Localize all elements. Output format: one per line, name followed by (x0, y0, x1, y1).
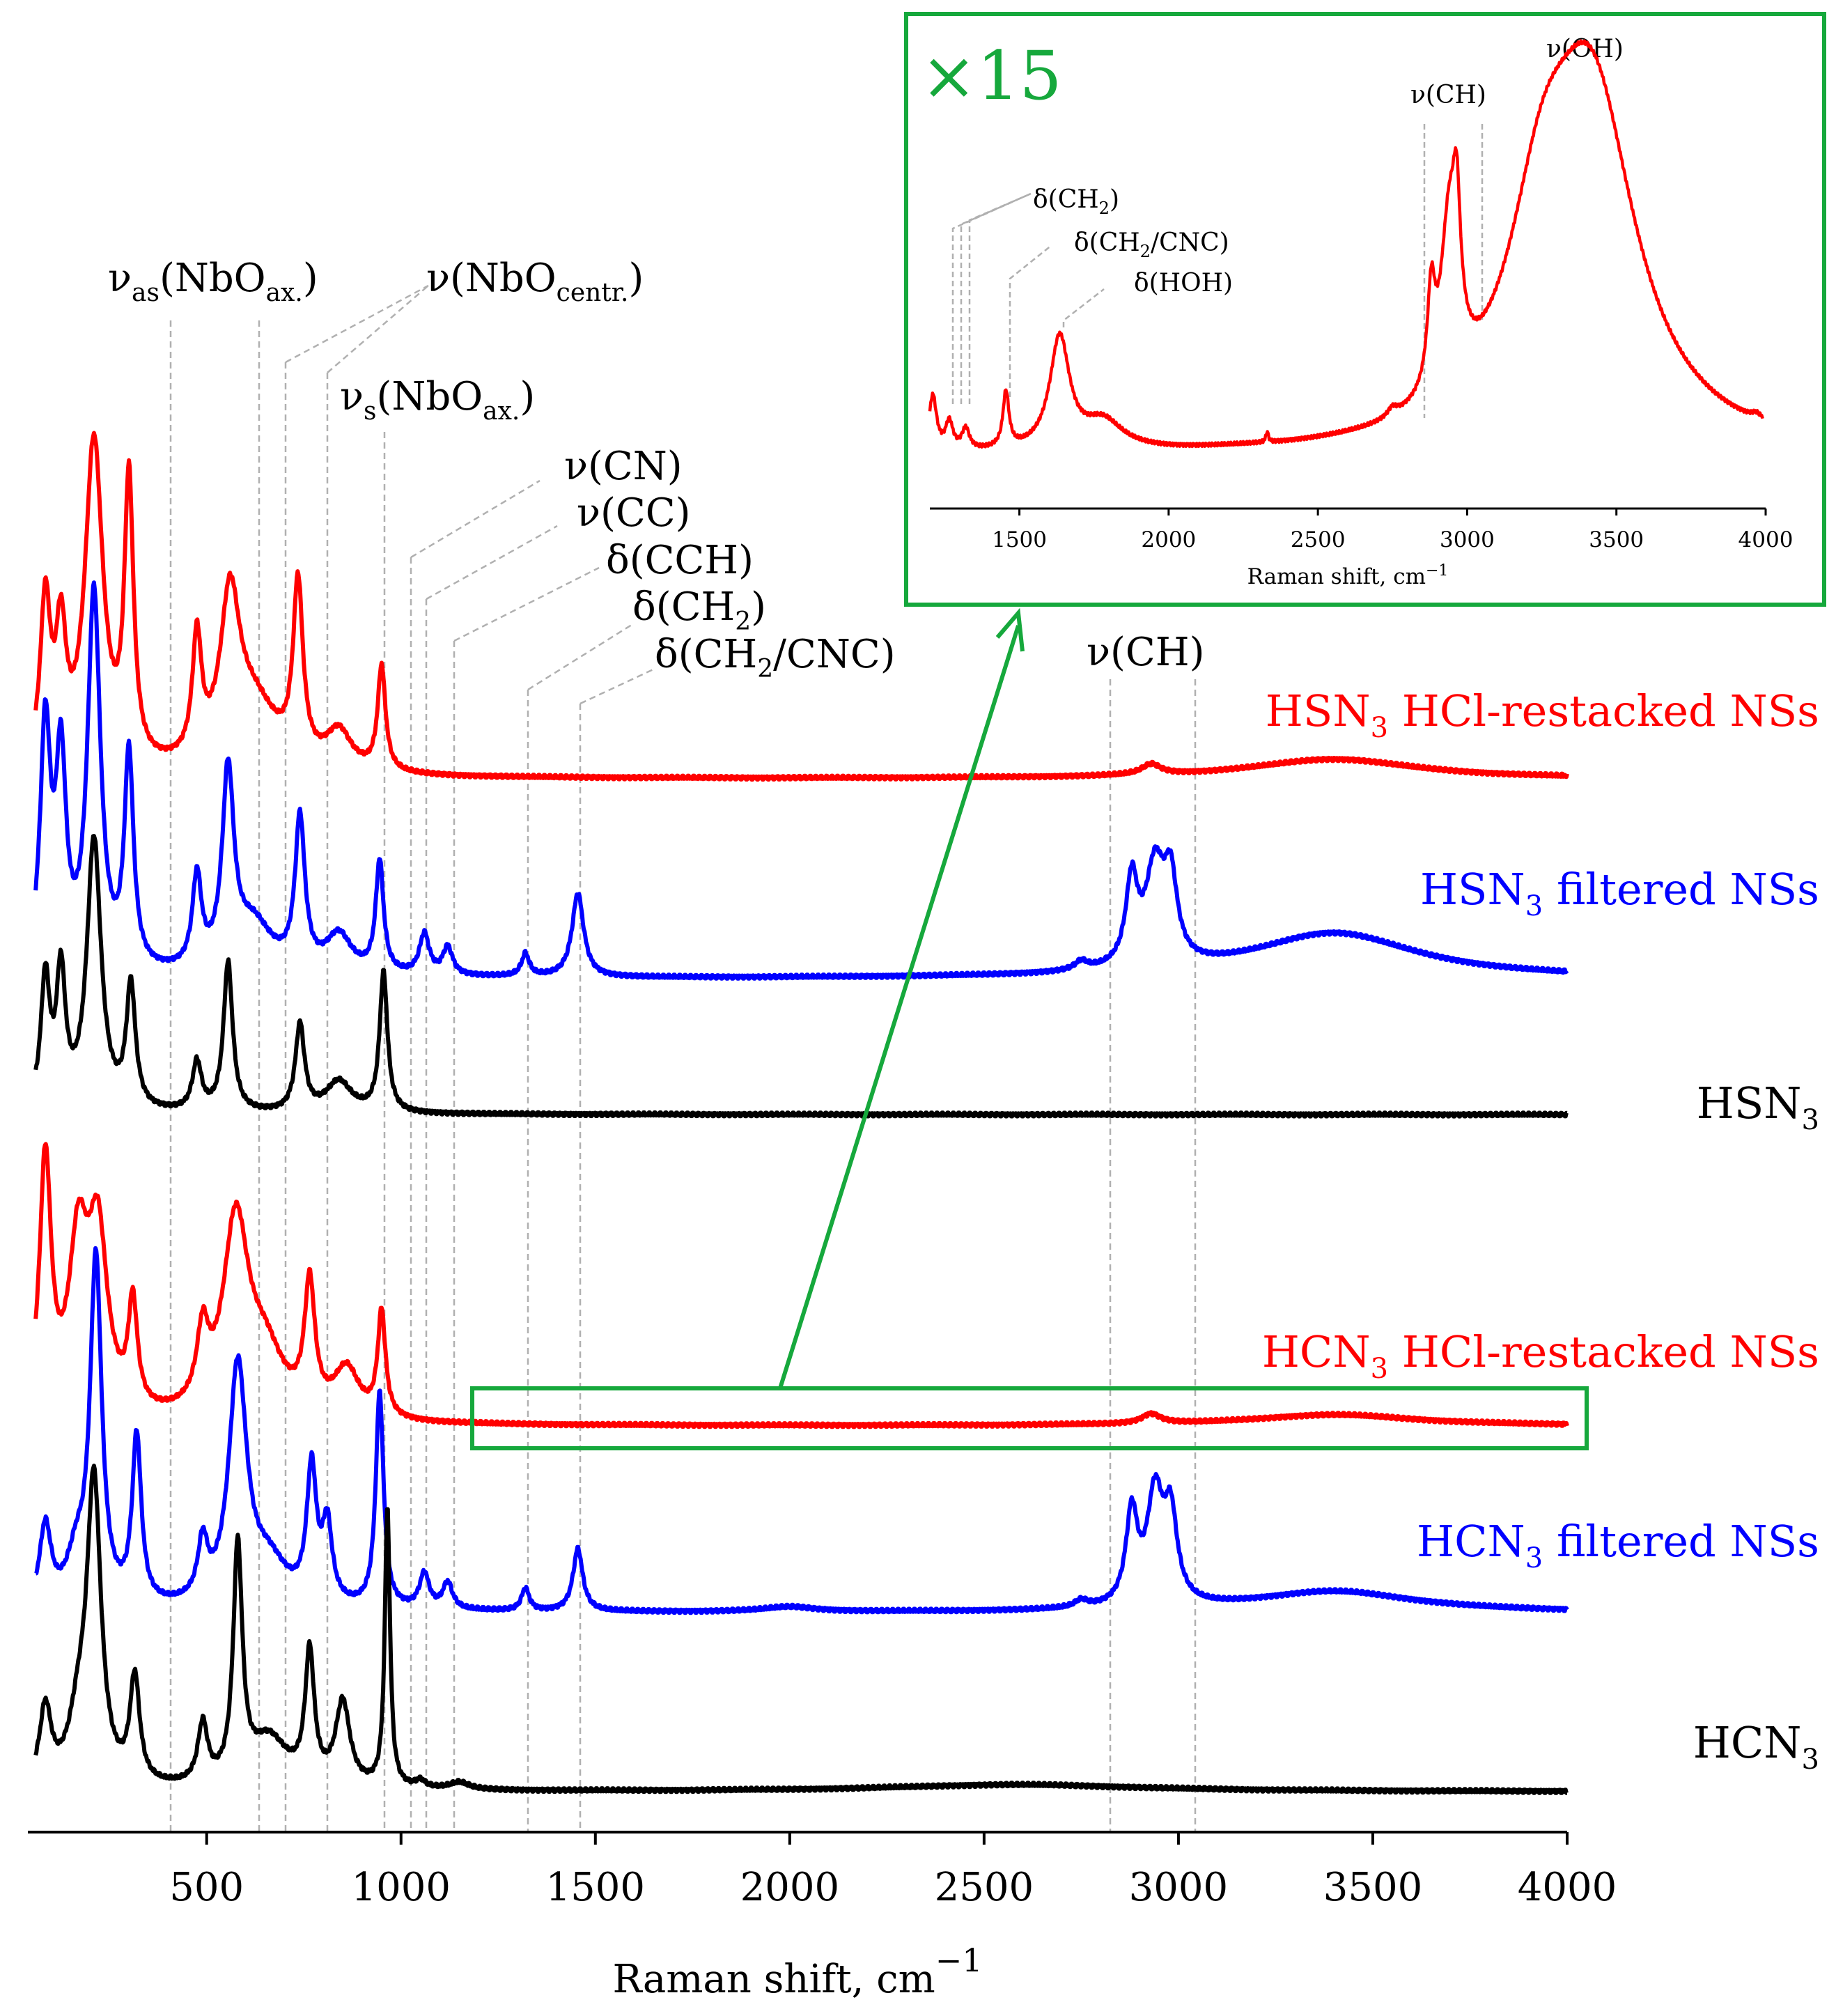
series-label-2: HSN3 filtered NSs (1420, 864, 1819, 922)
inset-label-vch: ν(CH) (1410, 81, 1486, 109)
annotations: νas(NbOax.) ν(NbOcentr.) νs(NbOax.) ν(CN… (108, 256, 1204, 683)
label-dch2: δ(CH2) (632, 584, 766, 636)
x-ticks: 500 1000 1500 2000 2500 3000 3500 4000 (169, 1832, 1617, 1910)
series-label-6: HCN3 (1693, 1717, 1819, 1776)
inset-x-axis-title: Raman shift, cm−1 (1247, 562, 1449, 589)
inset-x-tick-label: 2500 (1291, 527, 1346, 552)
series-line-2 (33, 580, 1569, 981)
zoom-arrow (778, 607, 1025, 1389)
inset-x-tick-label: 3500 (1589, 527, 1644, 552)
inset-zoom-label: ×15 (921, 37, 1062, 115)
label-vch: ν(CH) (1087, 630, 1204, 675)
guide-vcentr-leader (285, 284, 429, 364)
x-tick-label: 500 (169, 1865, 244, 1910)
x-tick-label: 4000 (1518, 1865, 1617, 1910)
series-label-4: HCN3 HCl-restacked NSs (1262, 1326, 1819, 1385)
x-tick-label: 1000 (351, 1865, 451, 1910)
series-line-5 (34, 1246, 1569, 1615)
guide-dcch-leader (453, 566, 600, 642)
guide-vcentr-leader-2 (327, 285, 429, 373)
x-axis-title: Raman shift, cm−1 (612, 1941, 982, 2002)
label-vcc: ν(CC) (577, 490, 690, 536)
series-label-3: HSN3 (1697, 1078, 1819, 1136)
guide-vcn-leader (410, 479, 540, 559)
inset-x-tick-label: 4000 (1738, 527, 1794, 552)
x-axis: 500 1000 1500 2000 2500 3000 3500 4000 Raman sh… (28, 1831, 1617, 2002)
inset-panel: ×15 δ(CH2) δ(CH2/CNC) δ(HOH) ν(CH) ν(OH)… (904, 12, 1826, 607)
inset-x-tick-label: 2000 (1141, 527, 1196, 552)
series-label-5: HCN3 filtered NSs (1417, 1516, 1819, 1574)
series-label-1: HSN3 HCl-restacked NSs (1266, 685, 1819, 744)
inset-label-dch2: δ(CH2) (1033, 185, 1119, 218)
inset-frame (904, 12, 1826, 607)
traces (33, 431, 1569, 1795)
inset-trace (928, 39, 1764, 449)
inset-x-ticks: 1500 2000 2500 3000 3500 4000 (992, 509, 1793, 552)
zoom-highlight-box (470, 1386, 1589, 1450)
label-vs: νs(NbOax.) (340, 374, 535, 426)
inset-x-tick-label: 3000 (1440, 527, 1495, 552)
x-tick-label: 3500 (1323, 1865, 1423, 1910)
inset-label-dhoh: δ(HOH) (1134, 269, 1233, 297)
guide-dch2cnc-leader (579, 667, 655, 705)
label-dcch: δ(CCH) (606, 538, 754, 583)
label-vcentr: ν(NbOcentr.) (426, 256, 644, 307)
inset-series-line (928, 39, 1764, 449)
x-tick-label: 1500 (546, 1865, 646, 1910)
guide-dch2-leader (527, 622, 635, 691)
series-line-1 (33, 431, 1569, 782)
inset-label-voh: ν(OH) (1546, 35, 1624, 63)
series-line-3 (33, 834, 1569, 1119)
label-vcn: ν(CN) (564, 444, 683, 489)
x-tick-label: 3000 (1129, 1865, 1229, 1910)
guide-vcc-leader (426, 525, 558, 600)
series-line-4 (33, 1142, 1569, 1429)
label-dch2cnc: δ(CH2/CNC) (655, 632, 896, 683)
series-labels: HSN3 HCl-restacked NSs HSN3 filtered NSs H… (1262, 685, 1819, 1776)
label-vas: νas(NbOax.) (108, 256, 318, 307)
inset-label-dch2cnc: δ(CH2/CNC) (1074, 228, 1229, 261)
x-tick-label: 2500 (935, 1865, 1034, 1910)
inset-x-tick-label: 1500 (992, 527, 1047, 552)
series-line-6 (33, 1464, 1569, 1795)
inset-guides (951, 124, 1484, 418)
x-tick-label: 2000 (740, 1865, 840, 1910)
